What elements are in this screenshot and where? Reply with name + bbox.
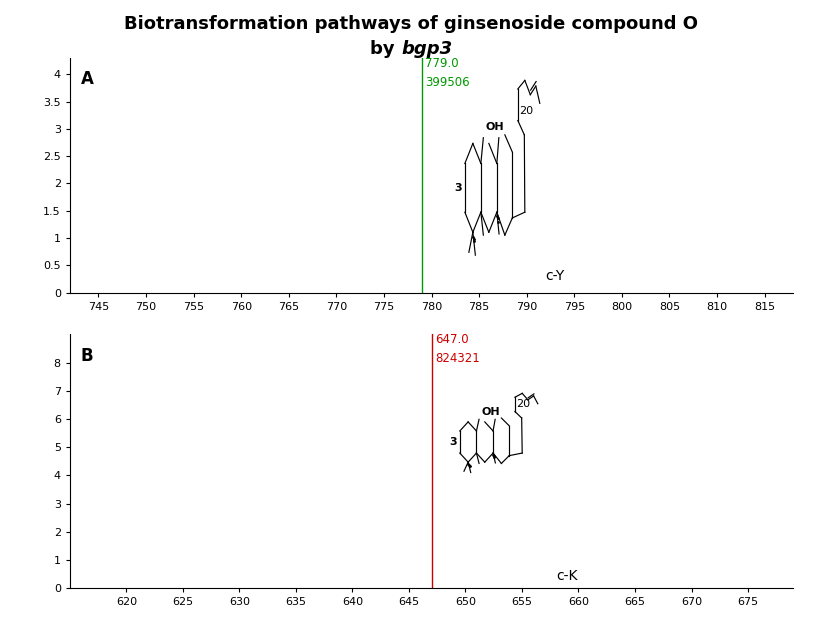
Text: 3: 3 [455, 183, 462, 193]
Text: OH: OH [485, 122, 504, 132]
Text: 399506: 399506 [425, 76, 469, 89]
Text: bgp3: bgp3 [401, 40, 452, 58]
Text: 20: 20 [519, 106, 533, 116]
Text: A: A [81, 69, 94, 87]
Text: c-Y: c-Y [546, 269, 565, 283]
Text: Biotransformation pathways of ginsenoside compound O: Biotransformation pathways of ginsenosid… [124, 15, 698, 33]
Text: 3: 3 [450, 437, 457, 447]
Text: OH: OH [482, 407, 501, 417]
Text: B: B [81, 347, 94, 365]
Text: by: by [370, 40, 401, 58]
Text: 779.0: 779.0 [425, 57, 459, 70]
Text: 824321: 824321 [435, 352, 480, 365]
Text: 647.0: 647.0 [435, 333, 469, 346]
Text: 20: 20 [516, 399, 530, 410]
Text: c-K: c-K [556, 568, 578, 583]
